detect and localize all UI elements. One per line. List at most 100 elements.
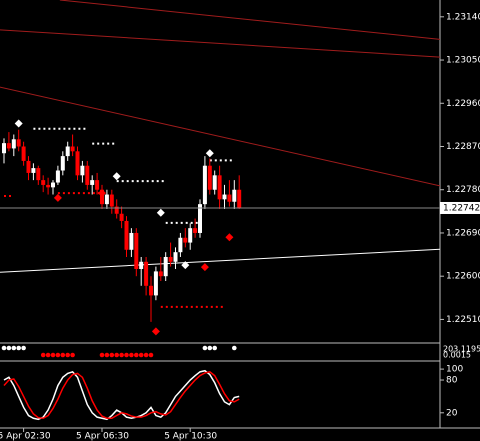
indicator-dot bbox=[119, 352, 124, 358]
candle-body bbox=[222, 194, 227, 200]
candle-body bbox=[2, 143, 6, 154]
candle-body bbox=[95, 180, 100, 190]
x-tick-label: 5 Apr 10:30 bbox=[164, 432, 217, 441]
candle-body bbox=[114, 206, 119, 214]
oscillator-line bbox=[3, 371, 240, 420]
indicator-dot bbox=[6, 345, 12, 351]
indicator-dot bbox=[45, 352, 51, 358]
last-price-box bbox=[440, 201, 480, 214]
candle-body bbox=[173, 252, 178, 262]
price-plot bbox=[0, 0, 440, 336]
indicator-dot bbox=[207, 345, 213, 351]
y-tick-label: 1.23140 bbox=[446, 12, 480, 22]
signal-marker bbox=[225, 233, 234, 242]
indicator-dot bbox=[232, 345, 237, 351]
y-tick-label: 1.23050 bbox=[446, 56, 480, 66]
indicator-dot bbox=[202, 345, 208, 351]
y-tick-label: 80 bbox=[446, 376, 458, 386]
candle-body bbox=[188, 228, 193, 243]
indicator-dot bbox=[104, 352, 110, 358]
candle-body bbox=[183, 237, 188, 243]
candle-body bbox=[207, 165, 212, 190]
candle-body bbox=[70, 146, 75, 152]
candle-body bbox=[60, 156, 65, 171]
y-tick-label: 100 bbox=[446, 365, 463, 375]
trend-line bbox=[59, 0, 440, 40]
indicator-dot bbox=[60, 352, 66, 358]
indicator-dot bbox=[138, 352, 144, 358]
candle-body bbox=[124, 220, 129, 250]
candle-body bbox=[193, 228, 198, 233]
candle-body bbox=[202, 165, 207, 205]
y-tick-label: 1.22960 bbox=[446, 99, 480, 109]
indicator-label: 203.1195 bbox=[443, 345, 480, 354]
candle-body bbox=[6, 143, 11, 149]
candle-body bbox=[16, 139, 21, 147]
trend-line bbox=[0, 29, 440, 58]
indicator-dot bbox=[212, 345, 217, 351]
candle-body bbox=[46, 184, 51, 188]
indicator-dot bbox=[148, 352, 154, 358]
candle-body bbox=[41, 180, 46, 185]
signal-marker bbox=[112, 172, 121, 181]
indicator-dot bbox=[99, 352, 105, 358]
indicator-dot bbox=[143, 352, 149, 358]
indicator-dot bbox=[124, 352, 129, 358]
candle-body bbox=[163, 256, 168, 277]
indicator-label: 0.0015 bbox=[443, 351, 471, 360]
last-price-label: 1.22742 bbox=[443, 203, 480, 213]
signal-marker bbox=[14, 119, 23, 128]
candle-body bbox=[80, 165, 85, 176]
y-tick-label: 1.22870 bbox=[446, 142, 480, 152]
indicator-dot bbox=[129, 352, 134, 358]
candle-body bbox=[158, 271, 163, 277]
candle-body bbox=[139, 261, 144, 269]
candle-body bbox=[51, 182, 55, 188]
x-tick-label: 5 Apr 06:30 bbox=[76, 432, 129, 441]
y-tick-label: 1.22780 bbox=[446, 185, 480, 195]
indicator-dot bbox=[16, 345, 22, 351]
candle-body bbox=[149, 285, 153, 296]
candle-body bbox=[65, 146, 70, 157]
indicator-dot bbox=[11, 345, 17, 351]
candle-body bbox=[153, 271, 158, 296]
candle-body bbox=[129, 232, 134, 250]
candle-body bbox=[55, 170, 60, 183]
signal-marker bbox=[151, 327, 160, 336]
candle-body bbox=[237, 189, 242, 208]
indicator-dot bbox=[55, 352, 61, 358]
x-tick-label: 5 Apr 02:30 bbox=[0, 432, 51, 441]
trend-line bbox=[0, 248, 440, 273]
indicator-dot bbox=[114, 352, 119, 358]
signal-marker bbox=[205, 149, 214, 158]
indicator-dot bbox=[109, 352, 115, 358]
indicator-dot bbox=[40, 352, 46, 358]
candle-body bbox=[90, 180, 95, 185]
indicator-dot bbox=[1, 345, 7, 351]
candle-body bbox=[198, 204, 202, 233]
candle-body bbox=[212, 175, 217, 190]
y-tick-label: 1.22510 bbox=[446, 315, 480, 325]
signal-marker bbox=[98, 189, 106, 198]
axes: 1.23140 1.23050 1.22960 1.22870 1.22780 1.226… bbox=[0, 12, 480, 441]
candle-body bbox=[21, 146, 26, 161]
candle-body bbox=[31, 168, 36, 173]
candle-body bbox=[134, 232, 139, 269]
indicator-dot bbox=[65, 352, 70, 358]
indicator-dot bbox=[70, 352, 75, 358]
candle-body bbox=[232, 189, 237, 202]
y-tick-label: 1.22690 bbox=[446, 228, 480, 238]
candle-body bbox=[227, 194, 232, 202]
candle-body bbox=[119, 213, 124, 221]
indicator-dot bbox=[134, 352, 139, 358]
signal-marker bbox=[53, 193, 62, 202]
candle-body bbox=[11, 139, 16, 149]
trend-line bbox=[0, 86, 440, 187]
y-tick-label: 20 bbox=[446, 408, 458, 418]
signal-marker bbox=[200, 263, 209, 272]
y-tick-label: 1.22600 bbox=[446, 272, 480, 282]
indicator-dot bbox=[50, 352, 56, 358]
candle-body bbox=[104, 194, 109, 205]
candle-body bbox=[85, 165, 90, 185]
